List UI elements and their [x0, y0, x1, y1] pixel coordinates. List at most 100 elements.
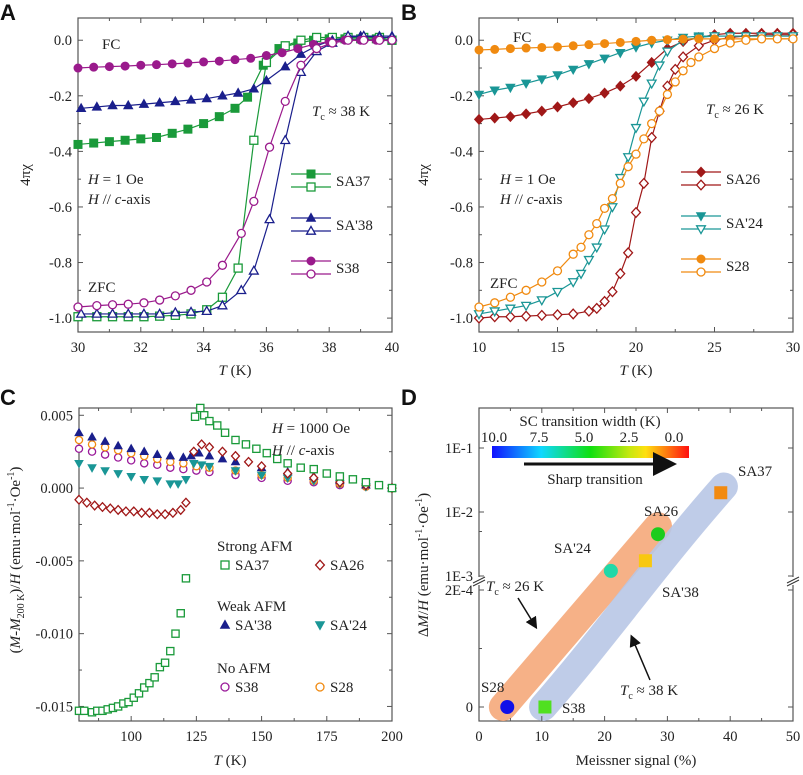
data-point [567, 278, 579, 288]
data-point [576, 242, 586, 252]
data-point [646, 131, 657, 144]
data-point [639, 134, 649, 144]
data-point [256, 471, 267, 481]
data-point [89, 500, 100, 511]
data-point [631, 36, 641, 46]
data-point [122, 99, 134, 110]
data-point [165, 480, 176, 489]
axis-break-mask [474, 577, 484, 585]
x-tick-label: 20 [629, 340, 644, 356]
data-point [536, 296, 548, 306]
data-point [121, 506, 131, 517]
x-axis-label: T (K) [219, 363, 252, 379]
data-point [678, 66, 688, 76]
data-point [241, 440, 251, 449]
y-tick-label: -0.015 [36, 699, 73, 715]
data-point [79, 706, 89, 716]
data-point [89, 138, 99, 148]
legend-group-title: Strong AFM [217, 539, 292, 555]
data-point [204, 442, 215, 453]
data-point [212, 421, 222, 430]
annotation-fc: FC [513, 30, 531, 46]
data-point [217, 446, 228, 457]
data-point [282, 468, 293, 479]
legend-marker [305, 225, 317, 235]
data-point [308, 472, 319, 484]
data-point [575, 269, 587, 280]
legend-marker [306, 169, 316, 179]
data-point [154, 308, 166, 318]
data-point [138, 98, 150, 108]
data-point [160, 658, 170, 668]
data-point [678, 34, 688, 44]
series-line [77, 38, 393, 146]
data-point [521, 108, 532, 120]
data-point [201, 92, 212, 103]
annotation-tc: Tc ≈ 26 K [706, 102, 764, 121]
data-point [75, 102, 87, 113]
data-point [139, 475, 150, 485]
y-axis-label: ΔM/H (emu·mol-1·Oe-1) [414, 493, 432, 637]
data-point [216, 299, 228, 310]
data-point [230, 103, 240, 113]
y-axis-label: (M-M200 K)/H (emu·mol-1·Oe-1) [6, 467, 27, 654]
series-sa37 [74, 403, 397, 717]
data-point [196, 403, 205, 413]
data-point [160, 508, 170, 520]
data-point [622, 153, 634, 163]
data-point [89, 62, 99, 72]
data-point [552, 266, 563, 276]
data-point [536, 75, 548, 85]
x-tick-label: 10 [472, 340, 487, 356]
y-tick-label: 0.0 [54, 33, 72, 49]
data-point [136, 134, 146, 144]
data-point [489, 86, 500, 96]
band-arrow-26k [517, 597, 538, 630]
data-point [181, 574, 191, 583]
data-point [231, 435, 240, 445]
data-point [261, 51, 271, 61]
data-point [283, 459, 292, 468]
data-point [567, 65, 579, 76]
data-point [568, 97, 579, 109]
data-point [311, 43, 322, 54]
x-tick-label: 175 [316, 729, 338, 745]
data-point [154, 97, 165, 107]
band-label-tc-38k: Tc ≈ 38 K [620, 683, 678, 702]
data-point [293, 44, 303, 54]
panel-label-a: A [0, 0, 16, 25]
x-tick-label: 15 [550, 340, 565, 356]
data-point [536, 309, 548, 322]
legend-marker [220, 682, 230, 692]
data-point [199, 57, 209, 67]
legend-label: SA26 [330, 558, 365, 574]
data-point [536, 105, 547, 117]
colorbar-tick-label: 5.0 [575, 430, 594, 446]
data-point [295, 48, 307, 58]
data-point [173, 480, 183, 489]
x-tick-label: 30 [71, 340, 86, 356]
y-tick-label: 1E-2 [445, 505, 473, 521]
data-point [521, 285, 531, 295]
legend-label: S28 [726, 259, 749, 275]
y-tick-label: -0.010 [36, 627, 73, 643]
data-point [139, 459, 149, 468]
y-tick-label: 0.0 [455, 33, 473, 49]
data-point [100, 436, 110, 445]
data-point [152, 449, 163, 458]
data-point [248, 83, 260, 93]
y-tick-label: -0.8 [450, 256, 473, 272]
data-point [661, 47, 673, 58]
x-tick-label: 100 [120, 729, 142, 745]
data-point [647, 118, 657, 129]
y-tick-label: 1E-3 [445, 569, 473, 585]
data-point [170, 95, 181, 106]
data-point [359, 35, 369, 45]
legend-marker [696, 267, 706, 277]
data-point [309, 464, 318, 474]
data-point [264, 142, 275, 152]
data-point [646, 56, 657, 69]
y-tick-label: -0.6 [450, 200, 473, 216]
band-tc-26k [488, 512, 672, 721]
data-point [217, 90, 228, 100]
